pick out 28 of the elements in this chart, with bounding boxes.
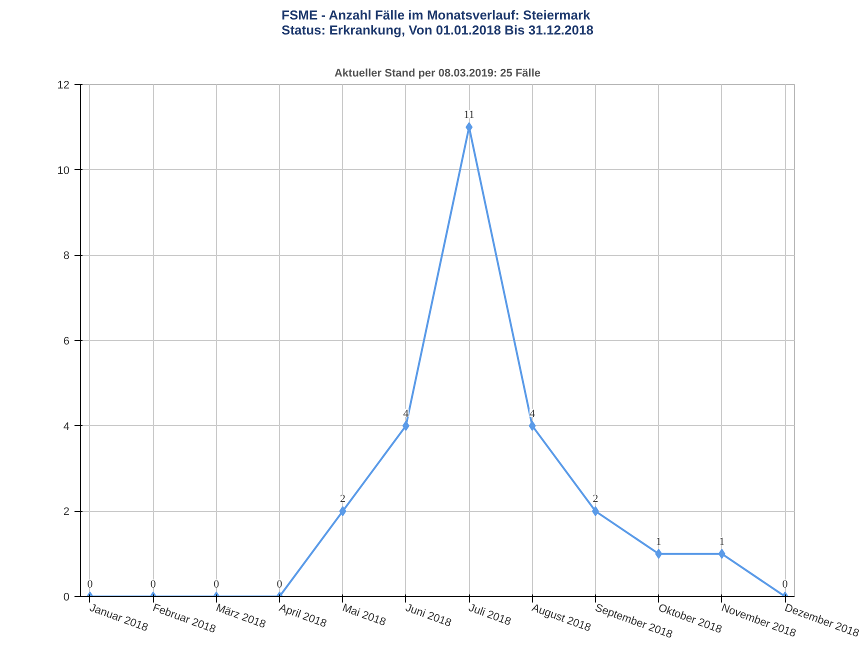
y-tick-label: 4 (63, 420, 70, 433)
chart-subtitle: Aktueller Stand per 08.03.2019: 25 Fälle (334, 68, 541, 80)
x-tick-label: Januar 2018 (88, 602, 150, 634)
y-tick-label: 6 (63, 336, 70, 348)
y-tick-label: 10 (57, 164, 70, 177)
data-label: 0 (150, 578, 156, 590)
data-label: 2 (340, 493, 346, 506)
x-tick-label: März 2018 (214, 602, 268, 631)
data-label: 1 (656, 536, 662, 548)
data-label: 0 (276, 578, 283, 590)
y-tick-label: 0 (63, 592, 70, 604)
x-tick-label: Mai 2018 (340, 602, 388, 629)
x-tick-label: Juli 2018 (467, 602, 513, 628)
y-tick-label: 2 (63, 506, 70, 518)
data-label: 11 (464, 109, 474, 122)
y-tick-label: 12 (57, 80, 70, 92)
x-tick-label: April 2018 (277, 602, 328, 630)
data-label: 2 (592, 493, 598, 506)
x-tick-label: Juni 2018 (404, 602, 453, 630)
data-label: 0 (87, 578, 94, 590)
data-label: 0 (782, 578, 788, 590)
y-tick-label: 8 (63, 250, 70, 262)
data-label: 4 (530, 408, 536, 420)
chart-title: FSME - Anzahl Fälle im Monatsverlauf: Steiermark Status: Erkrankung, Von 01.01.2018 Bis 31.12.2018 (282, 8, 594, 38)
x-tick-label: August 2018 (530, 602, 592, 634)
data-label: 4 (403, 408, 410, 420)
data-label: 1 (719, 536, 725, 548)
data-label: 0 (214, 578, 220, 590)
